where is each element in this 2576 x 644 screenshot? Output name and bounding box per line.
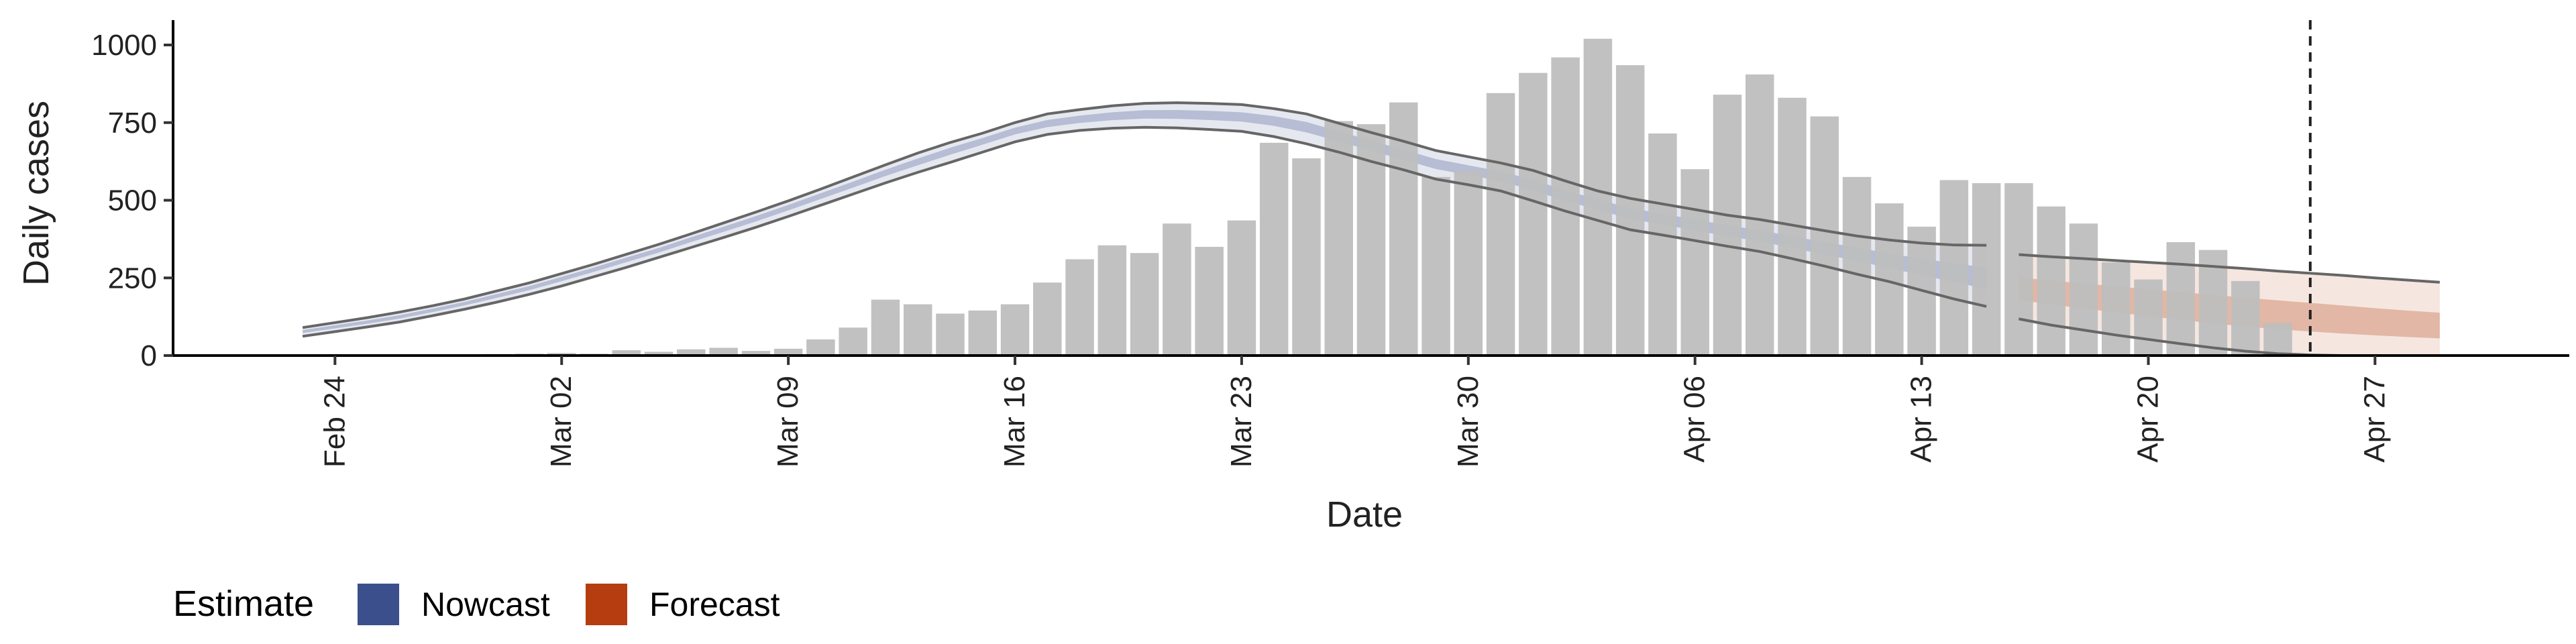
case-bar-2020-04-11 bbox=[1842, 176, 1872, 356]
x-tick-label-2020-03-16: Mar 16 bbox=[998, 376, 1031, 468]
x-tick-label-2020-03-30: Mar 30 bbox=[1452, 376, 1485, 468]
case-bar-2020-03-13 bbox=[903, 304, 932, 356]
case-bar-2020-04-23 bbox=[2231, 280, 2260, 356]
case-bar-2020-04-19 bbox=[2101, 262, 2131, 356]
case-bar-2020-04-10 bbox=[1810, 116, 1839, 356]
case-bar-2020-03-12 bbox=[871, 299, 900, 356]
case-bar-2020-04-04 bbox=[1615, 65, 1645, 356]
x-tick-label-2020-04-06: Apr 06 bbox=[1678, 376, 1711, 463]
case-bar-2020-03-24 bbox=[1259, 142, 1289, 356]
axes: 0 250 500 750 1000 Feb 24 Mar 02 Mar 09 Mar 16 Ma… bbox=[91, 20, 2569, 468]
case-bar-2020-04-18 bbox=[2069, 223, 2098, 356]
y-tick-label-250: 250 bbox=[108, 262, 157, 294]
nowcast-legend-label: Nowcast bbox=[421, 586, 550, 623]
case-bar-2020-03-08 bbox=[741, 351, 771, 356]
case-bar-2020-04-24 bbox=[2263, 323, 2292, 356]
case-bar-2020-03-19 bbox=[1097, 245, 1127, 356]
case-bar-2020-03-29 bbox=[1421, 176, 1450, 356]
case-bar-2020-04-02 bbox=[1551, 57, 1580, 356]
case-bar-2020-04-01 bbox=[1519, 72, 1548, 356]
case-bar-2020-03-17 bbox=[1033, 282, 1062, 356]
y-tick-label-1000: 1000 bbox=[91, 29, 157, 62]
forecast-upper-line bbox=[2019, 253, 2440, 284]
x-tick-label-2020-04-13: Apr 13 bbox=[1905, 376, 1938, 463]
case-bar-2020-03-05 bbox=[644, 352, 674, 356]
case-bar-2020-04-06 bbox=[1680, 169, 1709, 356]
case-bar-2020-04-07 bbox=[1713, 95, 1742, 356]
case-bar-2020-03-14 bbox=[936, 313, 965, 356]
case-bar-2020-03-20 bbox=[1130, 253, 1159, 356]
case-bar-2020-04-17 bbox=[2037, 206, 2065, 356]
case-bar-2020-04-21 bbox=[2166, 242, 2195, 356]
x-tick-label-2020-04-27: Apr 27 bbox=[2358, 376, 2391, 463]
case-bar-2020-04-20 bbox=[2134, 279, 2163, 356]
case-bar-2020-03-26 bbox=[1324, 121, 1353, 356]
case-bar-2020-03-23 bbox=[1227, 220, 1256, 356]
y-axis-title: Daily cases bbox=[16, 101, 56, 286]
case-bar-2020-03-22 bbox=[1195, 246, 1224, 356]
case-bar-2020-03-06 bbox=[677, 349, 706, 356]
forecast-legend-label: Forecast bbox=[649, 586, 780, 623]
case-bar-2020-03-15 bbox=[968, 310, 997, 356]
y-tick-label-750: 750 bbox=[108, 107, 157, 140]
case-bar-2020-03-07 bbox=[709, 347, 738, 356]
case-bar-2020-03-11 bbox=[839, 327, 867, 356]
legend-title: Estimate bbox=[173, 584, 314, 624]
case-bar-2020-03-31 bbox=[1486, 93, 1515, 356]
case-bar-2020-03-10 bbox=[806, 339, 835, 356]
y-tick-label-500: 500 bbox=[108, 184, 157, 217]
case-bar-2020-03-16 bbox=[1000, 304, 1030, 356]
x-tick-label-2020-02-24: Feb 24 bbox=[318, 376, 351, 468]
case-bar-2020-03-21 bbox=[1163, 223, 1191, 356]
x-tick-label-2020-03-09: Mar 09 bbox=[771, 376, 804, 468]
case-bar-2020-04-14 bbox=[1939, 180, 1969, 356]
y-tick-label-0: 0 bbox=[141, 339, 157, 372]
legend: Estimate Nowcast Forecast bbox=[173, 584, 780, 625]
nowcast-upper-line bbox=[302, 101, 1987, 329]
x-tick-label-2020-03-23: Mar 23 bbox=[1225, 376, 1258, 468]
case-bar-2020-04-15 bbox=[1972, 183, 2001, 356]
case-bar-2020-03-25 bbox=[1292, 158, 1321, 356]
case-bar-2020-03-04 bbox=[612, 350, 641, 356]
x-axis-title: Date bbox=[1326, 494, 1403, 535]
case-bar-2020-03-09 bbox=[773, 348, 803, 356]
forecast-legend-swatch bbox=[586, 584, 627, 625]
case-bar-2020-04-03 bbox=[1583, 38, 1613, 356]
x-tick-label-2020-04-20: Apr 20 bbox=[2131, 376, 2164, 463]
case-bar-2020-04-16 bbox=[2004, 183, 2033, 356]
case-bar-2020-04-05 bbox=[1648, 133, 1677, 356]
nowcast-legend-swatch bbox=[358, 584, 399, 625]
case-bar-2020-04-08 bbox=[1746, 74, 1774, 356]
case-bar-2020-03-30 bbox=[1454, 170, 1483, 356]
nowcast-lower-line bbox=[302, 125, 1987, 338]
x-tick-label-2020-03-02: Mar 02 bbox=[545, 376, 578, 468]
reported-cases-bars bbox=[288, 38, 2292, 356]
case-bar-2020-03-18 bbox=[1065, 259, 1094, 356]
